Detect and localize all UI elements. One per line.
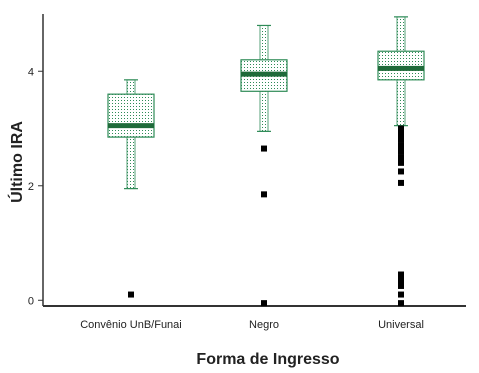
box-iqr <box>377 50 425 81</box>
outlier-point <box>398 125 404 132</box>
y-axis-title: Último IRA <box>7 121 26 203</box>
x-tick-label: Convênio UnB/Funai <box>80 319 182 331</box>
outlier-point <box>398 282 404 289</box>
median-line <box>378 65 424 71</box>
outlier-point <box>398 159 404 166</box>
outlier-point <box>398 154 404 161</box>
outlier-point <box>398 168 404 175</box>
outlier-point <box>398 300 404 307</box>
x-tick-label: Negro <box>249 319 279 331</box>
outlier-point <box>261 145 267 152</box>
outlier-point <box>398 148 404 155</box>
x-axis-title: Forma de Ingresso <box>196 351 339 368</box>
outlier-point <box>398 136 404 143</box>
outlier-point <box>398 142 404 149</box>
plot-area: 0 2 4 Convênio UnB/Funai Negro Universal <box>28 14 466 331</box>
outlier-point <box>398 179 404 186</box>
outlier-point <box>128 291 134 298</box>
y-tick-label: 0 <box>28 295 34 307</box>
outlier-point <box>398 291 404 298</box>
y-tick-label: 4 <box>28 66 34 78</box>
median-line <box>241 71 287 77</box>
outlier-point <box>398 271 404 278</box>
y-tick-label: 2 <box>28 181 34 193</box>
x-tick-label: Universal <box>378 319 424 331</box>
outlier-point <box>261 191 267 198</box>
outlier-point <box>398 131 404 138</box>
box-iqr <box>107 93 155 138</box>
outlier-point <box>398 277 404 284</box>
outlier-point <box>261 300 267 307</box>
median-line <box>108 123 154 129</box>
